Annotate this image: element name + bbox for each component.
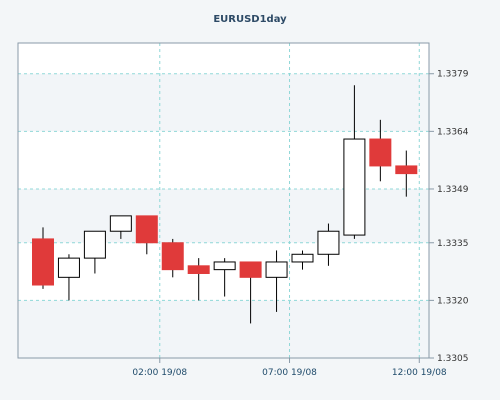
candle-body-up <box>343 138 366 236</box>
candle <box>109 215 132 239</box>
candle-body-down <box>187 265 210 274</box>
x-tick-label: 12:00 19/08 <box>392 368 447 378</box>
candle <box>57 254 80 301</box>
candle-body-down <box>239 261 262 278</box>
candle <box>83 230 106 274</box>
y-tick-label: 1.3305 <box>437 354 469 364</box>
candle-body-down <box>135 215 158 244</box>
chart-title: EURUSD1day <box>213 14 287 25</box>
candle-body-down <box>369 138 392 167</box>
candle-body-up <box>213 261 236 271</box>
plot-band <box>18 73 429 132</box>
candle <box>161 238 184 278</box>
candles <box>32 85 418 324</box>
candle <box>135 215 158 255</box>
y-tick-label: 1.3349 <box>437 185 469 195</box>
candle-body-up <box>317 230 340 255</box>
plot-band <box>18 188 429 243</box>
candle-body-down <box>32 238 54 286</box>
y-tick-label: 1.3379 <box>437 70 469 80</box>
candle-body-up <box>109 215 132 232</box>
candle <box>213 258 236 297</box>
y-tick-label: 1.3320 <box>437 296 469 306</box>
x-tick-label: 07:00 19/08 <box>262 368 317 378</box>
plot-frame <box>17 42 430 359</box>
y-tick-label: 1.3335 <box>437 239 469 249</box>
plot-band <box>18 300 429 358</box>
candle <box>187 258 210 301</box>
x-tick-label: 02:00 19/08 <box>132 368 187 378</box>
candle-body-up <box>83 230 106 259</box>
candle <box>291 250 314 270</box>
candle <box>369 119 392 182</box>
candle-body-down <box>395 165 418 175</box>
candle-body-down <box>161 242 184 271</box>
candle-body-up <box>57 257 80 278</box>
candle <box>265 250 288 312</box>
candle-body-up <box>291 253 314 263</box>
x-axis: 02:00 19/08 07:00 19/08 12:00 19/08 <box>132 358 447 378</box>
candle <box>32 227 54 289</box>
candle <box>343 85 366 239</box>
candle <box>395 150 418 197</box>
y-axis: 1.3379 1.3364 1.3349 1.3335 1.3320 1.3305 <box>429 70 469 364</box>
candle <box>239 261 262 324</box>
y-tick-label: 1.3364 <box>437 127 469 137</box>
plot-bands <box>18 73 429 358</box>
candle <box>317 223 340 266</box>
candle-body-up <box>265 261 288 278</box>
